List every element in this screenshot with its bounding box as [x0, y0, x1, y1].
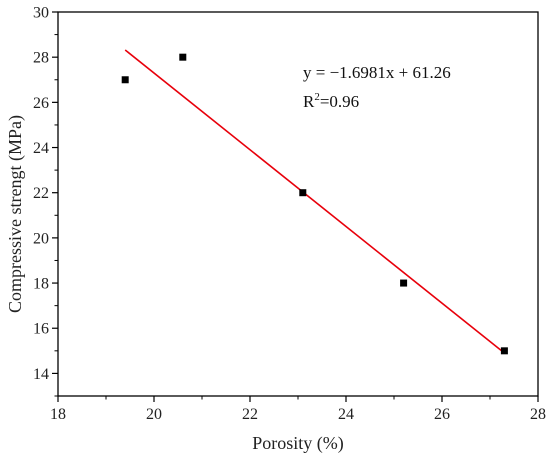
data-point [299, 189, 307, 197]
y-tick-label: 28 [33, 50, 49, 67]
x-tick-label: 20 [146, 406, 162, 423]
y-tick-label: 22 [33, 185, 49, 202]
y-tick-label: 24 [33, 140, 49, 157]
y-tick-label: 20 [33, 230, 49, 247]
x-tick-label: 26 [434, 406, 450, 423]
data-point [179, 53, 187, 61]
x-axis-title: Porosity (%) [252, 433, 344, 454]
y-tick-label: 30 [33, 5, 49, 22]
data-point [121, 76, 129, 84]
x-tick-label: 24 [338, 406, 354, 423]
y-tick-label: 16 [33, 321, 49, 338]
regression-line [124, 49, 505, 354]
data-point [500, 347, 508, 355]
data-point [400, 279, 408, 287]
x-tick-label: 22 [242, 406, 258, 423]
y-tick-label: 18 [33, 276, 49, 293]
plot-frame [57, 11, 539, 397]
x-tick-label: 28 [530, 406, 546, 423]
fit-equation: y = −1.6981x + 61.26 [303, 63, 451, 82]
y-tick-label: 26 [33, 95, 49, 112]
y-tick-label: 14 [33, 366, 49, 383]
x-tick-label: 18 [50, 406, 66, 423]
y-axis-title: Compressive strengt (MPa) [5, 115, 26, 313]
r-squared-label: R2=0.96 [303, 91, 359, 111]
